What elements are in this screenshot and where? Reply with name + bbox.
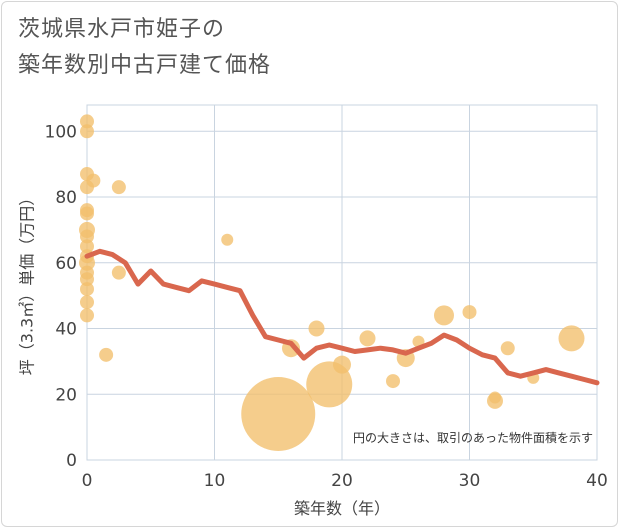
x-tick-label: 20 [331,471,353,491]
data-bubble [111,265,126,280]
x-tick-label: 0 [82,471,93,491]
y-tick-label: 40 [55,320,77,340]
data-bubble [489,391,501,404]
x-tick-label: 30 [459,471,481,491]
x-tick-label: 40 [586,471,608,491]
y-tick-label: 100 [45,122,77,142]
trend-line [84,248,600,386]
data-bubble [80,282,94,297]
data-bubble [80,239,94,254]
x-tick-label: 10 [204,471,226,491]
chart-title-line-2: 築年数別中古戸建て価格 [18,53,272,78]
bubble-size-note: 円の大きさは、取引のあった物件面積を示す [353,430,593,445]
bubble-series [79,114,585,451]
data-bubble [221,233,234,246]
data-bubble [80,124,94,139]
y-axis-title: 坪（3.3㎡）単価（万円） [18,190,37,375]
x-axis-title: 築年数（年） [294,499,390,518]
data-bubble [79,254,95,271]
data-bubble [80,229,94,244]
chart-title: 茨城県水戸市姫子の 築年数別中古戸建て価格 [18,12,271,84]
data-bubble [386,374,400,389]
data-bubble [558,325,585,352]
data-bubble [333,355,351,374]
data-bubble [462,305,477,320]
data-bubble [241,376,316,451]
data-bubble [308,320,325,337]
data-bubble [86,173,101,188]
data-bubble [111,180,126,195]
y-tick-label: 80 [55,188,77,208]
y-tick-label: 0 [66,451,77,471]
data-bubble [80,308,94,323]
axis-ticks: 0 10 20 30 40 0 20 40 60 80 100 [45,122,608,491]
data-bubble [80,206,94,221]
chart-title-line-1: 茨城県水戸市姫子の [18,17,226,42]
data-bubble [434,305,454,326]
y-tick-label: 20 [55,385,77,405]
y-tick-label: 60 [55,254,77,274]
data-bubble [500,341,515,356]
data-bubble [80,114,94,129]
data-bubble [80,272,94,287]
data-bubble [359,330,376,347]
data-bubble [99,347,114,362]
data-bubble [80,295,94,310]
